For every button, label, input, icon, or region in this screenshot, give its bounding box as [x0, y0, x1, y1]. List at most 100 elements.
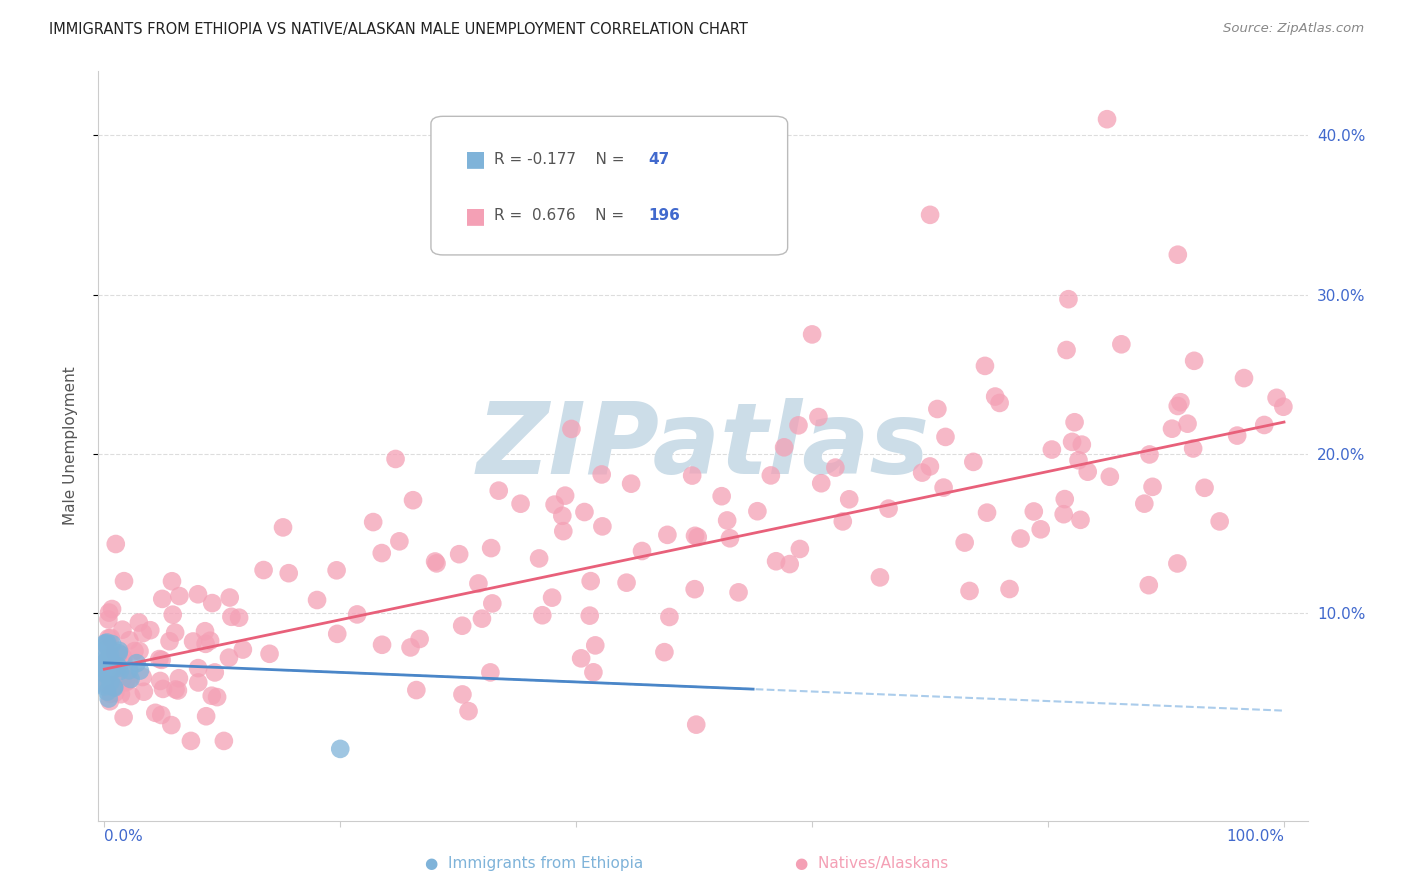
Point [104, 645, 127, 659]
Point [132, 626, 155, 640]
Point [471, 232, 494, 246]
Point [423, 554, 446, 568]
Point [98, 653, 121, 667]
Point [953, 535, 976, 549]
Point [543, 498, 565, 512]
Point [205, 690, 228, 705]
Point [118, 633, 141, 648]
Point [97, 691, 120, 706]
Point [1070, 437, 1092, 451]
Point [93, 662, 115, 676]
Point [1095, 112, 1118, 127]
Point [94, 677, 117, 691]
Point [101, 602, 124, 616]
Point [402, 493, 425, 508]
Point [1053, 507, 1076, 521]
Point [305, 593, 328, 607]
Point [371, 546, 394, 560]
Point [104, 686, 127, 700]
Point [94, 656, 117, 670]
Point [132, 684, 155, 698]
Point [131, 670, 153, 684]
Point [96, 677, 118, 691]
Text: 100.0%: 100.0% [1226, 829, 1284, 844]
Point [531, 608, 554, 623]
Point [569, 651, 592, 665]
Point [962, 455, 984, 469]
Point [143, 706, 166, 720]
Point [228, 610, 250, 624]
Point [1077, 465, 1099, 479]
Point [1029, 522, 1052, 536]
Point [120, 689, 142, 703]
Point [1167, 248, 1189, 262]
Point [488, 483, 510, 498]
Text: ■: ■ [465, 206, 486, 226]
Point [101, 657, 124, 672]
Point [1170, 395, 1192, 409]
Point [685, 717, 707, 731]
Text: ■: ■ [465, 149, 486, 169]
Point [591, 467, 613, 482]
Y-axis label: Male Unemployment: Male Unemployment [63, 367, 77, 525]
Point [527, 551, 550, 566]
Point [139, 624, 162, 638]
Point [1137, 578, 1160, 592]
Point [371, 638, 394, 652]
Point [100, 658, 122, 673]
Point [716, 513, 738, 527]
Point [98, 659, 121, 673]
Point [128, 615, 150, 630]
Point [1272, 400, 1295, 414]
Point [96, 637, 118, 651]
Text: 47: 47 [648, 152, 669, 167]
Point [1040, 442, 1063, 457]
Point [107, 646, 129, 660]
Point [167, 671, 190, 685]
Point [631, 544, 654, 558]
Point [620, 476, 643, 491]
Point [98, 648, 121, 662]
Point [554, 489, 576, 503]
Point [425, 557, 447, 571]
Point [1177, 417, 1199, 431]
Point [187, 675, 209, 690]
Point [1194, 481, 1216, 495]
Point [388, 534, 411, 549]
Point [181, 634, 204, 648]
Point [1111, 337, 1133, 351]
Point [259, 647, 281, 661]
Text: IMMIGRANTS FROM ETHIOPIA VS NATIVE/ALASKAN MALE UNEMPLOYMENT CORRELATION CHART: IMMIGRANTS FROM ETHIOPIA VS NATIVE/ALASK… [49, 22, 748, 37]
Point [779, 557, 801, 571]
Point [574, 505, 596, 519]
Point [277, 566, 299, 581]
Point [98, 694, 121, 708]
Point [94, 666, 117, 681]
Text: 0.0%: 0.0% [104, 829, 143, 844]
Point [1265, 391, 1288, 405]
Point [107, 659, 129, 673]
Point [579, 574, 602, 589]
Point [112, 650, 135, 665]
Point [451, 618, 474, 632]
Point [100, 687, 122, 701]
Point [125, 656, 148, 670]
Point [1063, 415, 1085, 429]
Point [727, 585, 749, 599]
Point [94, 659, 117, 673]
Point [718, 531, 741, 545]
Point [93, 663, 115, 677]
Point [93, 656, 115, 670]
Point [325, 563, 347, 577]
Point [1057, 292, 1080, 306]
Point [877, 501, 900, 516]
Point [94, 642, 117, 657]
Point [98, 606, 121, 620]
Point [927, 402, 949, 417]
Point [97, 641, 120, 656]
Point [747, 504, 769, 518]
Point [582, 665, 605, 680]
Point [683, 529, 706, 543]
Point [765, 554, 787, 568]
Point [118, 663, 141, 677]
